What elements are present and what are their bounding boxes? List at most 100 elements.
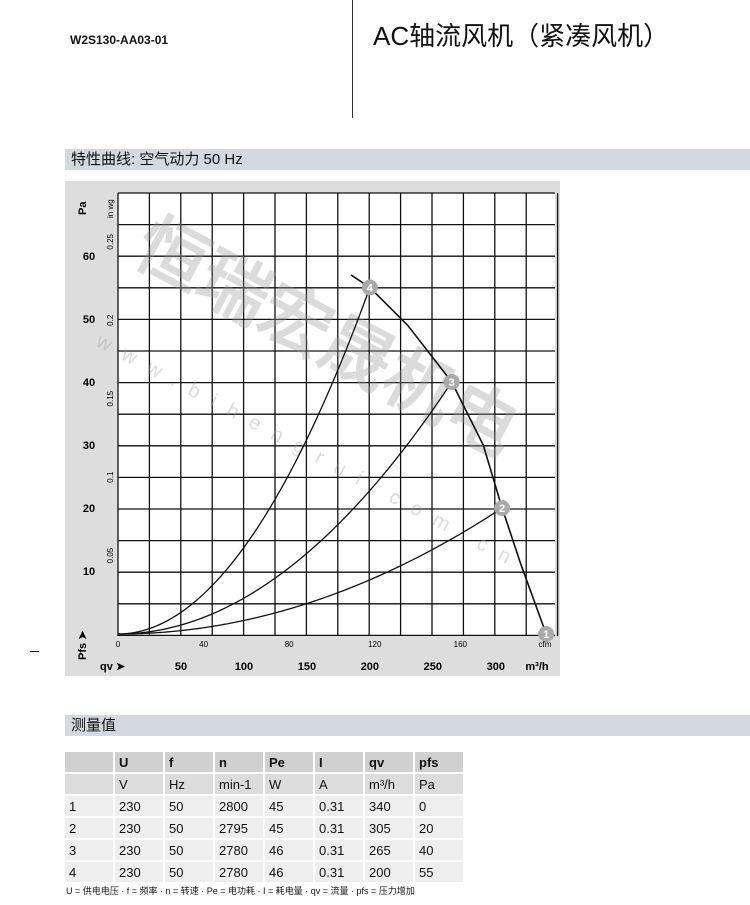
y2-tick-label: 0.25 [106,233,115,249]
table-cell: 40 [415,840,465,860]
y-tick-label: 30 [83,440,95,452]
operating-point-marker [494,500,511,516]
operating-point-label: 2 [499,503,505,515]
table-row: 2 230 50 2795 45 0.31 305 20 [65,818,465,838]
table-footnote: U = 供电电压 · f = 频率 · n = 转速 · Pe = 电功耗 · … [66,886,415,896]
table-cell: 340 [365,796,415,816]
y-tick-label: 60 [83,251,95,263]
table-cell: m³/h [365,774,415,794]
table-cell: V [115,774,165,794]
y-tick-label: 40 [83,377,95,389]
table-cell: 50 [165,818,215,838]
x2-tick-label: 40 [199,640,208,649]
x2-tick-label: 120 [368,640,382,649]
table-section-title: 测量值 [65,715,750,736]
table-cell: f [165,752,215,772]
header-divider [352,0,353,118]
table-cell: A [315,774,365,794]
table-cell: 230 [115,840,165,860]
table-cell: 55 [415,862,465,882]
table-cell [65,774,115,794]
x-tick-label: 100 [235,661,253,673]
operating-point-marker [538,626,555,642]
operating-point-marker [443,374,460,390]
table-cell: 200 [365,862,415,882]
x2-tick-label: 80 [285,640,294,649]
operating-point-label: 3 [449,377,455,389]
x2-unit: cfm [539,640,552,649]
table-cell: 50 [165,862,215,882]
table-cell: Pe [265,752,315,772]
table-cell: qv [365,752,415,772]
table-cell: 20 [415,818,465,838]
table-cell: Pa [415,774,465,794]
table-cell: 0.31 [315,796,365,816]
table-row: 3 230 50 2780 46 0.31 265 40 [65,840,465,860]
y-axis-label: Pfs ➤ [77,630,89,660]
operating-point-label: 4 [367,283,374,295]
y2-tick-label: 0.05 [106,547,115,563]
table-cell: 45 [265,818,315,838]
x-tick-label: 150 [298,661,316,673]
system-curve [117,508,502,635]
table-cell: pfs [415,752,465,772]
table-cell: 0.31 [315,862,365,882]
table-row: 4 230 50 2780 46 0.31 200 55 [65,862,465,882]
model-number: W2S130-AA03-01 [70,33,169,47]
table-cell: 305 [365,818,415,838]
operating-point-marker [361,279,378,296]
table-cell: U [115,752,165,772]
table-cell: 2 [65,818,115,838]
system-curve [117,287,371,635]
table-cell: n [215,752,265,772]
x-tick-label: 250 [424,661,442,673]
x-tick-label: 50 [175,661,187,673]
system-curve [117,383,452,635]
table-cell: 46 [265,840,315,860]
table-cell: 2795 [215,818,265,838]
table-cell: I [315,752,365,772]
table-cell: 230 [115,818,165,838]
x-axis-label: qv ➤ [100,661,126,673]
operating-point-label: 1 [543,629,549,641]
table-cell: 1 [65,796,115,816]
table-cell: Hz [165,774,215,794]
table-cell: min-1 [215,774,265,794]
x-tick-label: 200 [361,661,379,673]
table-cell: 45 [265,796,315,816]
x-unit: m³/h [525,661,549,673]
x2-tick-label: 160 [454,640,468,649]
y2-tick-label: 0.2 [106,314,115,326]
table-cell: 50 [165,796,215,816]
table-cell: 2800 [215,796,265,816]
table-cell: 0 [415,796,465,816]
table-cell [65,752,115,772]
table-cell: 3 [65,840,115,860]
y-tick-label: 50 [83,314,95,326]
y-tick-label: 10 [83,566,95,578]
y2-unit: in wg [106,199,115,218]
table-cell: 230 [115,862,165,882]
table-cell: 4 [65,862,115,882]
table-cell: 2780 [215,862,265,882]
table-cell: W [265,774,315,794]
x2-tick-label: 0 [116,640,121,649]
chart-section-title: 特性曲线: 空气动力 50 Hz [65,149,750,170]
table-cell: 265 [365,840,415,860]
y2-tick-label: 0.1 [106,471,115,483]
page-title: AC轴流风机（紧凑风机） [373,21,670,51]
margin-mark [30,651,39,652]
x-tick-label: 300 [487,661,505,673]
table-row: 1 230 50 2800 45 0.31 340 0 [65,796,465,816]
fan-curve [350,274,547,635]
table-cell: 230 [115,796,165,816]
y-unit: Pa [77,201,89,215]
table-cell: 2780 [215,840,265,860]
table-cell: 46 [265,862,315,882]
table-cell: 0.31 [315,818,365,838]
table-cell: 0.31 [315,840,365,860]
